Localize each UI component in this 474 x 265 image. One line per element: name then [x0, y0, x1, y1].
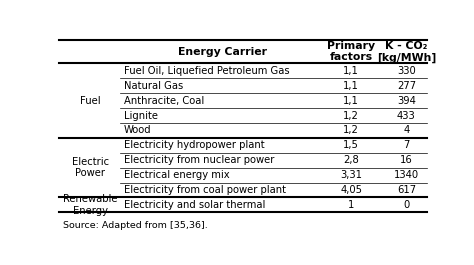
Text: 4,05: 4,05: [340, 185, 362, 195]
Text: 3,31: 3,31: [340, 170, 362, 180]
Text: 1,5: 1,5: [343, 140, 359, 150]
Text: Primary
factors: Primary factors: [327, 41, 375, 63]
Text: 394: 394: [397, 96, 416, 106]
Text: Electrical energy mix: Electrical energy mix: [124, 170, 229, 180]
Text: 277: 277: [397, 81, 416, 91]
Text: Fuel Oil, Liquefied Petroleum Gas: Fuel Oil, Liquefied Petroleum Gas: [124, 66, 289, 76]
Text: 433: 433: [397, 111, 416, 121]
Text: 1,1: 1,1: [343, 81, 359, 91]
Text: 16: 16: [400, 155, 413, 165]
Text: 330: 330: [397, 66, 416, 76]
Text: 1,2: 1,2: [343, 111, 359, 121]
Text: 1340: 1340: [394, 170, 419, 180]
Text: Source: Adapted from [35,36].: Source: Adapted from [35,36].: [63, 220, 208, 229]
Text: 617: 617: [397, 185, 416, 195]
Text: Energy Carrier: Energy Carrier: [178, 47, 267, 57]
Text: Lignite: Lignite: [124, 111, 157, 121]
Text: Electric
Power: Electric Power: [72, 157, 109, 179]
Text: Wood: Wood: [124, 125, 151, 135]
Text: 1: 1: [348, 200, 355, 210]
Text: Anthracite, Coal: Anthracite, Coal: [124, 96, 204, 106]
Text: Fuel: Fuel: [80, 96, 101, 106]
Text: 1,1: 1,1: [343, 96, 359, 106]
Text: Electricity from coal power plant: Electricity from coal power plant: [124, 185, 285, 195]
Text: 1,2: 1,2: [343, 125, 359, 135]
Text: 4: 4: [403, 125, 410, 135]
Text: 7: 7: [403, 140, 410, 150]
Text: 1,1: 1,1: [343, 66, 359, 76]
Text: Electricity and solar thermal: Electricity and solar thermal: [124, 200, 265, 210]
Text: Electricity from nuclear power: Electricity from nuclear power: [124, 155, 274, 165]
Text: 0: 0: [403, 200, 410, 210]
Text: 2,8: 2,8: [344, 155, 359, 165]
Text: Electricity hydropower plant: Electricity hydropower plant: [124, 140, 264, 150]
Text: K - CO₂
[kg/MWh]: K - CO₂ [kg/MWh]: [377, 41, 436, 63]
Text: Natural Gas: Natural Gas: [124, 81, 183, 91]
Text: Renewable
Energy: Renewable Energy: [63, 194, 118, 216]
